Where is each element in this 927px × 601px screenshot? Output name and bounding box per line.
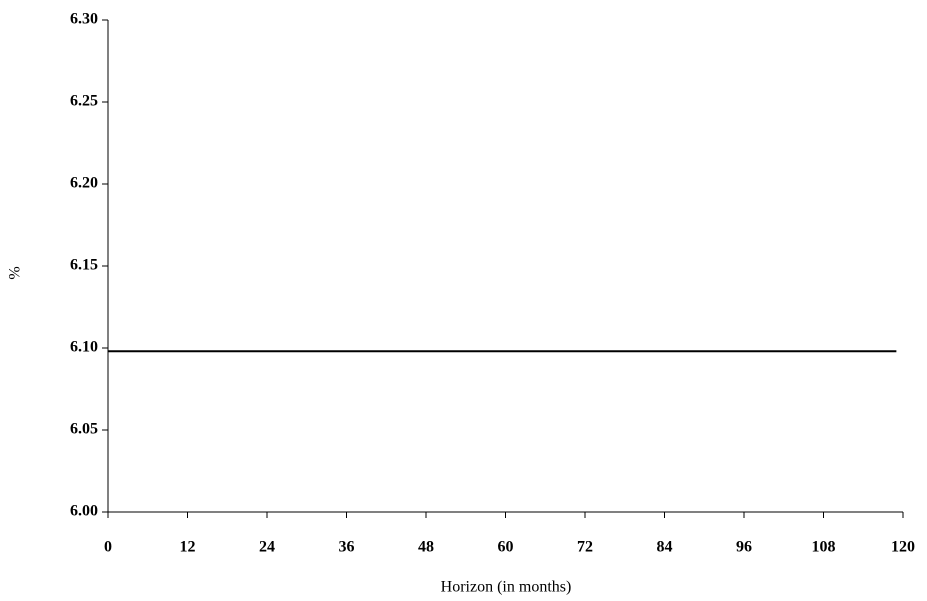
y-tick-label: 6.00: [70, 503, 98, 520]
y-tick-label: 6.15: [70, 257, 98, 274]
x-tick-label: 108: [812, 539, 836, 556]
x-tick-label: 84: [657, 539, 673, 556]
x-tick-label: 72: [577, 539, 593, 556]
x-axis-label: Horizon (in months): [441, 579, 572, 596]
y-tick-label: 6.25: [70, 93, 98, 110]
x-tick-label: 36: [339, 539, 355, 556]
y-tick-label: 6.20: [70, 175, 98, 192]
y-tick-label: 6.05: [70, 421, 98, 438]
y-tick-label: 6.10: [70, 339, 98, 356]
x-tick-label: 96: [736, 539, 752, 556]
y-axis-label: %: [7, 266, 24, 279]
y-tick-label: 6.30: [70, 11, 98, 28]
x-tick-label: 0: [104, 539, 112, 556]
x-tick-label: 48: [418, 539, 434, 556]
x-tick-label: 24: [259, 539, 275, 556]
x-tick-label: 12: [180, 539, 196, 556]
x-tick-label: 120: [891, 539, 915, 556]
x-tick-label: 60: [498, 539, 514, 556]
